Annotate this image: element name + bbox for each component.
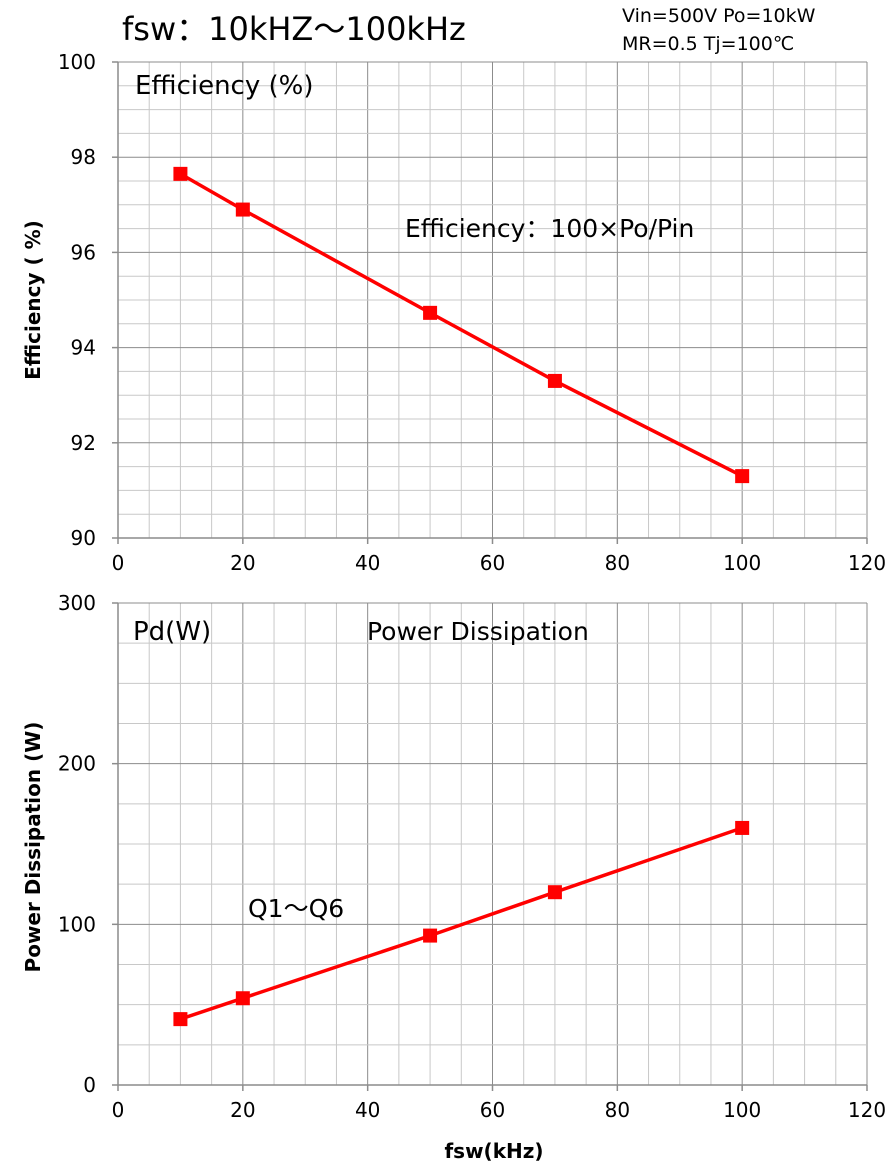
data-point-marker bbox=[423, 928, 438, 943]
x-tick-label: 120 bbox=[848, 551, 886, 575]
x-tick-label: 0 bbox=[112, 1098, 125, 1122]
efficiency-series bbox=[173, 166, 750, 484]
data-point-marker bbox=[235, 991, 250, 1006]
y-tick-label: 300 bbox=[58, 591, 96, 615]
x-tick-label: 40 bbox=[355, 1098, 380, 1122]
y-tick-label: 0 bbox=[83, 1073, 96, 1097]
y-tick-label: 90 bbox=[71, 526, 96, 550]
x-tick-label: 80 bbox=[605, 1098, 630, 1122]
conditions-line-2: MR=0.5 Tj=100℃ bbox=[622, 33, 794, 55]
power-dissipation-corner-label: Pd(W) bbox=[133, 617, 211, 647]
data-point-marker bbox=[235, 202, 250, 217]
data-point-marker bbox=[173, 1012, 188, 1027]
x-tick-label: 60 bbox=[480, 1098, 505, 1122]
y-tick-label: 98 bbox=[71, 145, 96, 169]
power-dissipation-chart: 0 20 40 60 80 100 120 0 100 200 300 Power Dissipat… bbox=[21, 591, 886, 1163]
data-point-marker bbox=[547, 373, 562, 388]
data-point-marker bbox=[173, 166, 188, 181]
efficiency-formula-annotation: Efficiency：100×Po/Pin bbox=[405, 214, 694, 243]
x-tick-label: 80 bbox=[605, 551, 630, 575]
efficiency-corner-label: Efficiency (%) bbox=[135, 71, 314, 101]
y-tick-label: 100 bbox=[58, 50, 96, 74]
x-axis-label: fsw(kHz) bbox=[444, 1139, 543, 1163]
data-point-marker bbox=[423, 305, 438, 320]
power-dissipation-title: Power Dissipation bbox=[367, 617, 589, 646]
x-tick-label: 20 bbox=[230, 1098, 255, 1122]
data-point-marker bbox=[735, 820, 750, 835]
y-tick-label: 200 bbox=[58, 752, 96, 776]
x-tick-label: 60 bbox=[480, 551, 505, 575]
x-tick-label: 0 bbox=[112, 551, 125, 575]
efficiency-grid bbox=[112, 61, 868, 544]
series-label: Q1～Q6 bbox=[248, 894, 344, 923]
y-tick-label: 100 bbox=[58, 912, 96, 936]
conditions-line-1: Vin=500V Po=10kW bbox=[622, 5, 816, 27]
x-tick-label: 120 bbox=[848, 1098, 886, 1122]
power-dissipation-tick-labels: 0 20 40 60 80 100 120 0 100 200 300 bbox=[58, 591, 886, 1122]
efficiency-y-axis-label: Efficiency ( %) bbox=[21, 220, 45, 380]
efficiency-tick-labels: 0 20 40 60 80 100 120 90 92 94 96 98 100 bbox=[58, 50, 886, 575]
x-tick-label: 100 bbox=[723, 1098, 761, 1122]
power-dissipation-series bbox=[173, 820, 750, 1027]
y-tick-label: 96 bbox=[71, 240, 96, 264]
figure-title: fsw：10kHZ～100kHz bbox=[122, 10, 466, 48]
x-tick-label: 40 bbox=[355, 551, 380, 575]
x-tick-label: 100 bbox=[723, 551, 761, 575]
x-tick-label: 20 bbox=[230, 551, 255, 575]
data-point-marker bbox=[735, 469, 750, 484]
efficiency-chart: 0 20 40 60 80 100 120 90 92 94 96 98 100 Efficiency … bbox=[21, 50, 886, 575]
y-tick-label: 94 bbox=[71, 336, 96, 360]
power-dissipation-grid bbox=[112, 602, 868, 1091]
power-dissipation-y-axis-label: Power Dissipation (W) bbox=[21, 722, 45, 973]
y-tick-label: 92 bbox=[71, 431, 96, 455]
data-point-marker bbox=[547, 885, 562, 900]
